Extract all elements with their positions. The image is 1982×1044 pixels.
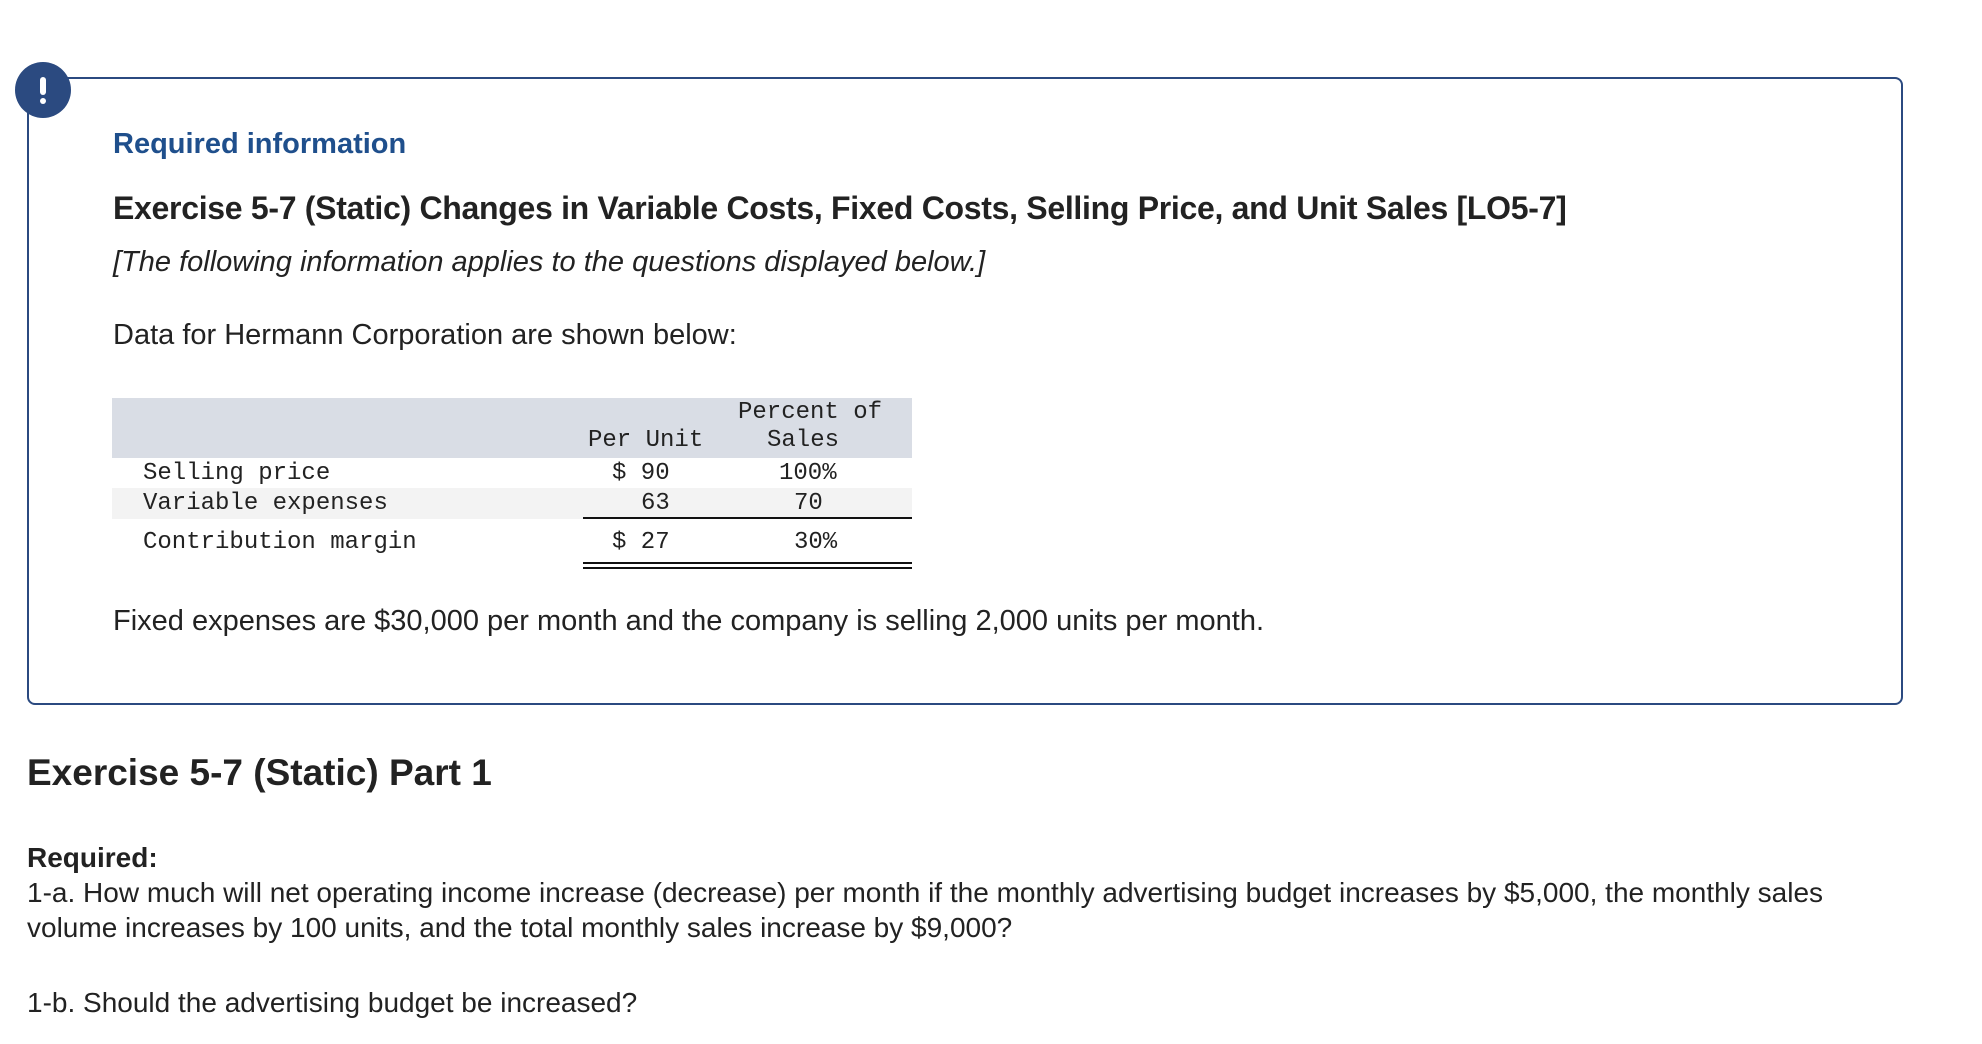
exclamation-icon [15, 62, 71, 118]
fixed-expenses-text: Fixed expenses are $30,000 per month and… [113, 605, 1265, 637]
table-header: Percent of Per Unit Sales [112, 398, 912, 458]
required-information-box [27, 77, 1903, 705]
row-per-unit: 63 [641, 490, 670, 517]
row-percent: 30% [794, 529, 838, 556]
table-row: Selling price $ 90 100% [112, 458, 912, 489]
row-per-unit: $ 90 [612, 460, 670, 487]
header-percent-of: Percent of [738, 399, 883, 426]
row-per-unit: $ 27 [612, 529, 670, 556]
applies-note: [The following information applies to th… [113, 246, 986, 278]
part-title: Exercise 5-7 (Static) Part 1 [27, 752, 492, 793]
data-intro-text: Data for Hermann Corporation are shown b… [113, 319, 737, 351]
header-sales: Sales [767, 427, 840, 454]
required-information-heading: Required information [113, 128, 407, 160]
row-percent: 70 [794, 490, 823, 517]
row-label: Contribution margin [143, 529, 417, 556]
question-1b: 1-b. Should the advertising budget be in… [27, 987, 638, 1018]
header-per-unit: Per Unit [588, 427, 704, 454]
row-label: Selling price [143, 460, 331, 487]
exercise-title: Exercise 5-7 (Static) Changes in Variabl… [113, 190, 1567, 226]
total-double-underline [583, 562, 912, 569]
table-row: Variable expenses 63 70 [112, 488, 912, 519]
table-row: Contribution margin $ 27 30% [112, 527, 912, 558]
required-label: Required: [27, 842, 158, 873]
row-label: Variable expenses [143, 490, 388, 517]
required-section: Required: 1-a. How much will net operati… [27, 840, 1907, 1020]
row-percent: 100% [779, 460, 837, 487]
question-1a: 1-a. How much will net operating income … [27, 877, 1824, 943]
exclamation-dot [40, 98, 46, 104]
exclamation-bar [40, 77, 46, 95]
subtotal-underline [583, 517, 912, 519]
